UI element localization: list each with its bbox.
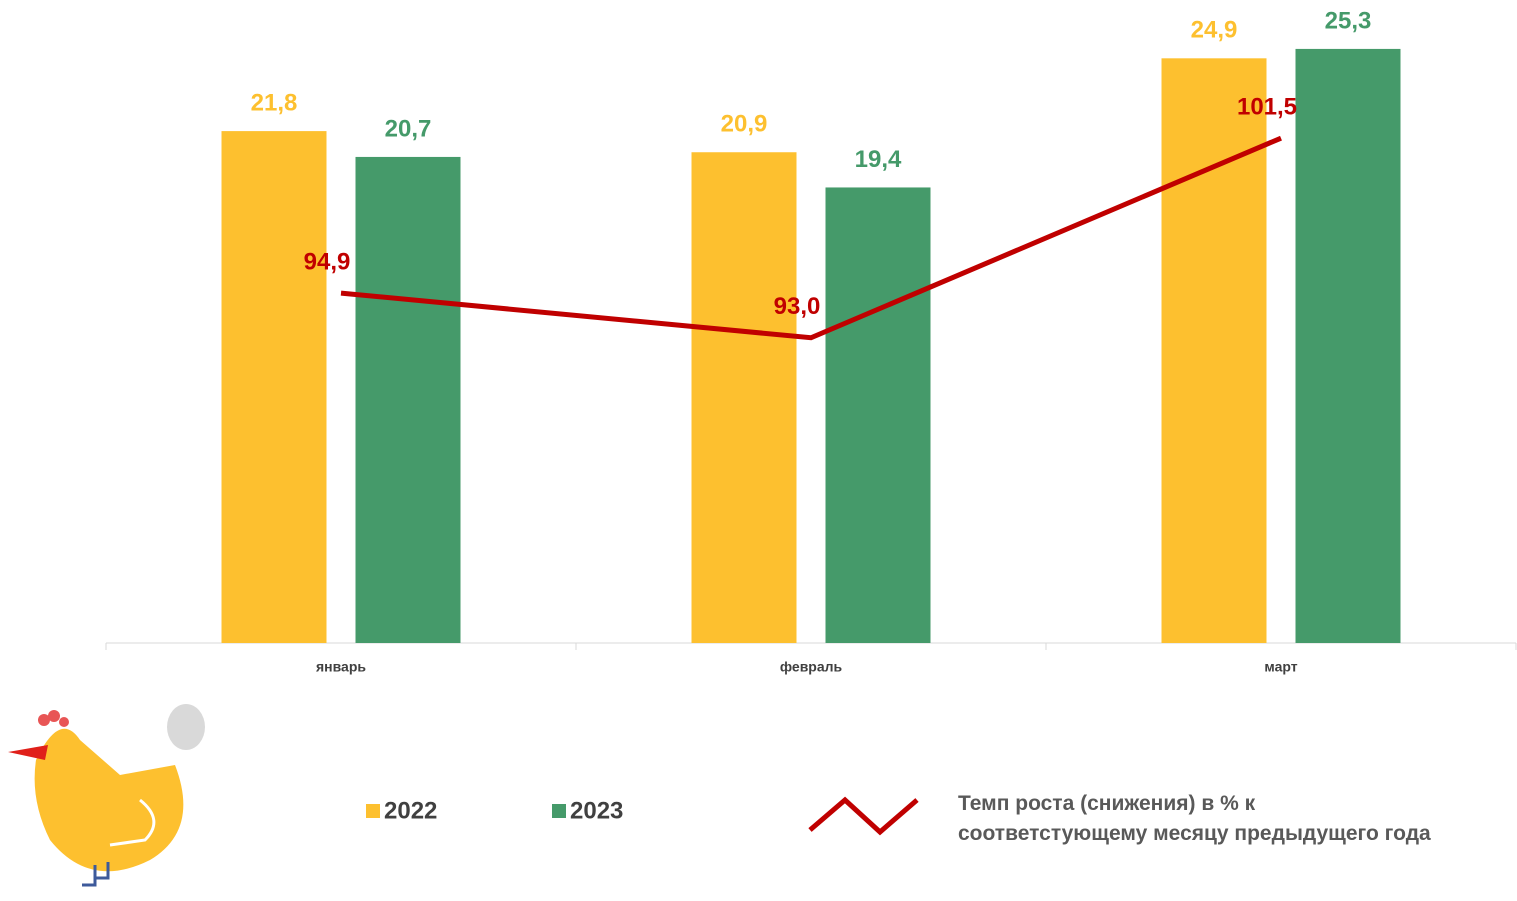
x-tick-label: февраль — [780, 659, 843, 675]
x-tick-label: январь — [316, 659, 366, 675]
bar — [1296, 49, 1401, 643]
legend-swatch — [366, 804, 380, 818]
value-label: 25,3 — [1325, 7, 1372, 34]
legend-swatch — [552, 804, 566, 818]
bar — [356, 157, 461, 643]
legend-line — [810, 800, 917, 832]
bar — [692, 152, 797, 643]
value-label: 93,0 — [774, 293, 821, 320]
value-label: 21,8 — [251, 89, 298, 116]
legend-label: 2022 — [384, 797, 437, 824]
value-label: 20,9 — [721, 111, 768, 138]
legend-label: 2023 — [570, 797, 623, 824]
value-label: 20,7 — [385, 115, 432, 142]
chicken-illustration — [8, 704, 205, 885]
x-tick-marks — [106, 643, 1516, 650]
value-label: 101,5 — [1237, 93, 1297, 120]
x-tick-label: март — [1264, 659, 1297, 675]
value-label: 24,9 — [1191, 17, 1238, 44]
bar — [222, 131, 327, 643]
bar — [826, 187, 931, 643]
value-label: 94,9 — [304, 248, 351, 275]
chart: январь февраль март 21,8 20,9 24,9 20,7 19,4 25,… — [0, 0, 1517, 896]
bar — [1162, 58, 1267, 643]
value-label: 19,4 — [855, 146, 902, 173]
